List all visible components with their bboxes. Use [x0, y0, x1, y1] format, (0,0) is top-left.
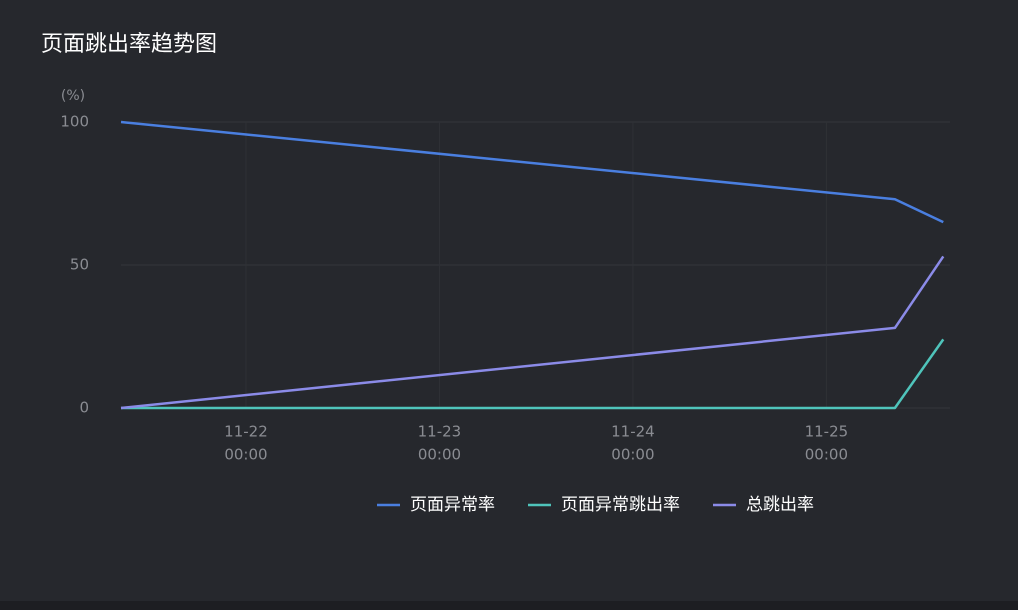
- x-tick-label: 00:00: [418, 446, 461, 464]
- x-tick-label: 00:00: [611, 446, 654, 464]
- chart-title: 页面跳出率趋势图: [41, 32, 217, 57]
- legend-label: 页面异常跳出率: [561, 495, 680, 515]
- y-tick-label: 100: [60, 113, 89, 131]
- x-tick-label: 11-22: [224, 423, 268, 441]
- x-tick-label: 11-23: [418, 423, 462, 441]
- x-tick-label: 00:00: [224, 446, 267, 464]
- x-tick-label: 00:00: [805, 446, 848, 464]
- legend-label: 总跳出率: [746, 495, 814, 515]
- x-tick-label: 11-24: [611, 423, 655, 441]
- footer-strip: [0, 601, 1018, 610]
- series-line: [120, 120, 944, 224]
- y-unit: (%): [61, 88, 85, 104]
- y-tick-label: 0: [79, 399, 89, 417]
- x-tick-label: 11-25: [805, 423, 849, 441]
- y-tick-label: 50: [70, 256, 89, 274]
- series-line: [120, 255, 945, 410]
- series-line: [121, 338, 945, 410]
- legend-label: 页面异常率: [410, 495, 495, 515]
